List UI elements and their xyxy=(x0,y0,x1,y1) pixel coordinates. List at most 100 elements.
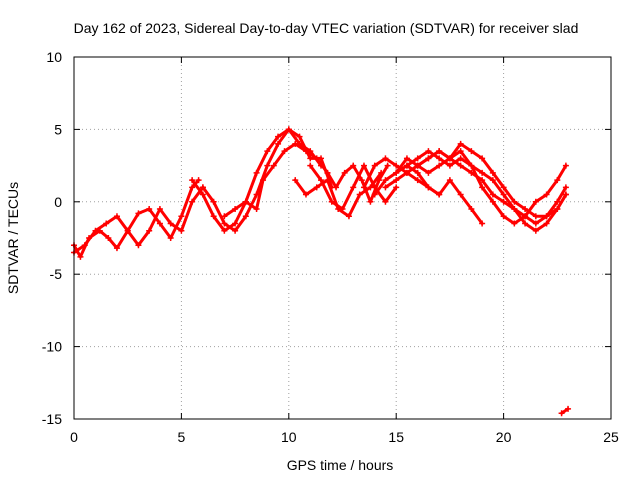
data-point xyxy=(360,162,367,169)
data-point xyxy=(489,198,496,205)
data-point xyxy=(414,169,421,176)
data-point xyxy=(335,206,342,213)
y-tick-label: 10 xyxy=(46,49,62,65)
data-point xyxy=(565,405,572,412)
data-point xyxy=(350,162,357,169)
data-point xyxy=(199,191,206,198)
data-point xyxy=(275,140,282,147)
data-point xyxy=(221,220,228,227)
data-point xyxy=(425,148,432,155)
sat-trace-7 xyxy=(326,164,390,204)
data-point xyxy=(189,198,196,205)
data-point xyxy=(382,155,389,162)
y-tick-label: 5 xyxy=(54,121,62,137)
data-point xyxy=(189,177,196,184)
data-point xyxy=(382,177,389,184)
data-point xyxy=(292,140,299,147)
data-point xyxy=(468,148,475,155)
data-point xyxy=(324,169,331,176)
sat-trace-5 xyxy=(222,142,329,218)
data-point xyxy=(511,220,518,227)
data-point xyxy=(135,242,142,249)
data-point xyxy=(522,220,529,227)
sat-trace-12 xyxy=(405,164,484,225)
x-tick-label: 20 xyxy=(496,429,512,445)
data-point xyxy=(393,184,400,191)
data-point xyxy=(124,227,131,234)
x-tick-label: 10 xyxy=(281,429,297,445)
data-point xyxy=(221,213,228,220)
data-point xyxy=(341,169,348,176)
data-point xyxy=(135,210,142,217)
data-point xyxy=(425,184,432,191)
data-point xyxy=(264,148,271,155)
data-point xyxy=(92,227,99,234)
data-point xyxy=(270,162,277,169)
data-point xyxy=(313,155,320,162)
data-point xyxy=(382,198,389,205)
x-tick-label: 15 xyxy=(388,429,404,445)
trace-layer xyxy=(71,126,572,417)
data-point xyxy=(313,184,320,191)
data-point xyxy=(242,198,249,205)
tick-layer: 0 5 10 15 20 25 -15 -10 -5 0 5 10 xyxy=(42,49,619,445)
data-point xyxy=(446,155,453,162)
data-point xyxy=(221,227,228,234)
data-point xyxy=(436,162,443,169)
data-point xyxy=(554,198,561,205)
data-point xyxy=(350,184,357,191)
data-point xyxy=(371,162,378,169)
chart-title: Day 162 of 2023, Sidereal Day-to-day VTE… xyxy=(74,20,579,36)
data-point xyxy=(511,206,518,213)
data-point xyxy=(393,169,400,176)
data-point xyxy=(500,198,507,205)
data-point xyxy=(345,213,352,220)
data-point xyxy=(414,162,421,169)
data-point xyxy=(532,198,539,205)
data-point xyxy=(562,162,569,169)
data-point xyxy=(253,169,260,176)
data-point xyxy=(457,162,464,169)
data-point xyxy=(489,169,496,176)
data-point xyxy=(403,169,410,176)
data-point xyxy=(446,177,453,184)
data-point xyxy=(522,213,529,220)
data-point xyxy=(242,213,249,220)
data-point xyxy=(479,155,486,162)
data-point xyxy=(393,162,400,169)
data-point xyxy=(285,126,292,133)
x-tick-label: 0 xyxy=(70,429,78,445)
data-point xyxy=(489,191,496,198)
data-point xyxy=(264,162,271,169)
data-point xyxy=(543,191,550,198)
data-point xyxy=(113,245,120,252)
data-point xyxy=(384,162,391,169)
data-point xyxy=(281,148,288,155)
data-point xyxy=(457,155,464,162)
data-point xyxy=(302,191,309,198)
data-point xyxy=(479,169,486,176)
data-point xyxy=(167,235,174,241)
data-point xyxy=(103,220,110,227)
data-point xyxy=(232,206,239,213)
data-point xyxy=(436,155,443,162)
data-point xyxy=(77,253,84,260)
data-point xyxy=(146,227,153,234)
sat-trace-9 xyxy=(362,149,568,225)
data-point xyxy=(414,177,421,184)
data-point xyxy=(500,184,507,191)
data-point xyxy=(457,148,464,155)
data-point xyxy=(436,191,443,198)
y-axis-label: SDTVAR / TECUs xyxy=(5,182,21,294)
plot-frame xyxy=(73,56,612,420)
data-point xyxy=(356,191,363,198)
data-point xyxy=(210,213,217,220)
x-axis-label: GPS time / hours xyxy=(287,457,394,473)
data-point xyxy=(562,191,569,198)
data-point xyxy=(189,184,196,191)
data-point xyxy=(446,162,453,169)
data-point xyxy=(457,191,464,198)
data-point xyxy=(543,220,550,227)
data-point xyxy=(318,177,325,184)
sat-trace-13 xyxy=(384,171,441,197)
